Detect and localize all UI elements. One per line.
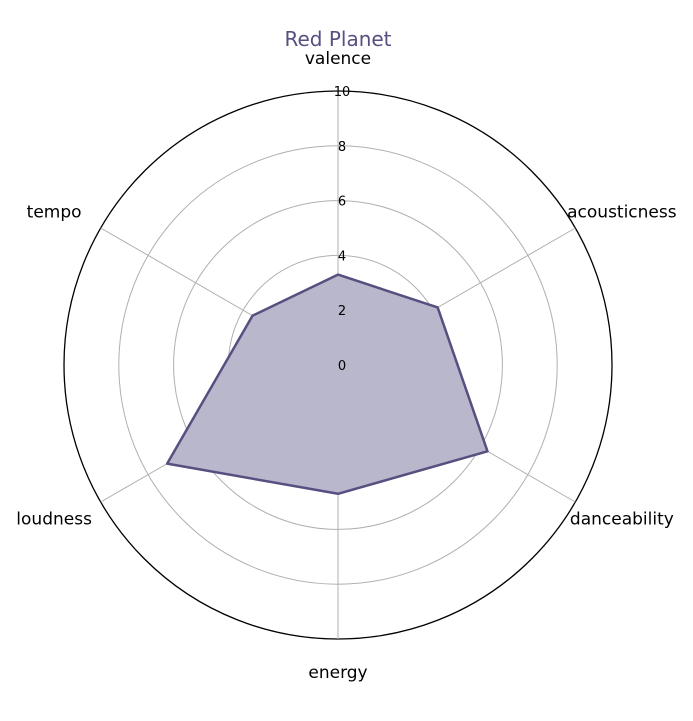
r-tick-label: 0 [338,359,346,374]
radial-ticks: 0 2 4 6 8 10 [334,85,351,374]
axis-label-tempo: tempo [27,203,82,223]
r-tick-label: 4 [338,249,346,264]
chart-title: Red Planet [284,27,391,51]
axis-label-energy: energy [308,663,367,683]
series-area [167,274,488,494]
axis-label-valence: valence [305,49,371,69]
series-line [165,273,489,496]
series-layer [165,273,489,496]
axis-label-loudness: loudness [16,510,92,530]
axis-label-danceability: danceability [570,510,674,530]
r-tick-label: 2 [338,304,346,319]
r-tick-label: 10 [334,85,351,100]
axis-labels: valence acousticness danceability energy lou… [16,49,676,683]
r-tick-label: 6 [338,195,346,210]
r-tick-label: 8 [338,140,346,155]
axis-label-acousticness: acousticness [567,203,677,223]
